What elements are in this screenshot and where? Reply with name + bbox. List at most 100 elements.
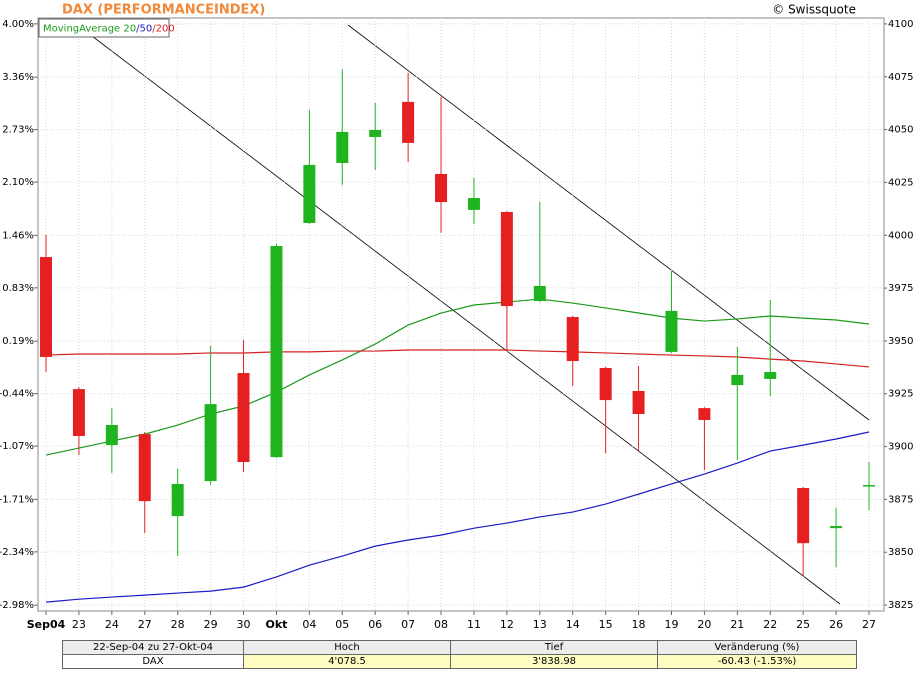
candle-body bbox=[336, 131, 349, 163]
candle-body bbox=[830, 526, 843, 529]
x-tick-label: 04 bbox=[302, 618, 316, 631]
y-tick-label: 0.19% bbox=[2, 336, 34, 347]
candle-body bbox=[435, 173, 448, 203]
x-tick-label: 27 bbox=[138, 618, 152, 631]
legend-entry: 20 bbox=[123, 24, 136, 35]
y2-tick-label: 3875 bbox=[888, 494, 913, 505]
candle-body bbox=[599, 367, 612, 401]
header-cell: Hoch bbox=[243, 640, 451, 655]
summary-table: 22-Sep-04 zu 27-Okt-04 Hoch Tief Verände… bbox=[62, 640, 857, 669]
y2-tick-label: 3900 bbox=[888, 442, 913, 453]
x-tick-label: 13 bbox=[533, 618, 547, 631]
x-tick-label: 27 bbox=[862, 618, 876, 631]
candle-body bbox=[72, 389, 85, 437]
x-tick-label: Sep04 bbox=[27, 618, 66, 631]
header-cell: 22-Sep-04 zu 27-Okt-04 bbox=[62, 640, 244, 655]
moving-average-line bbox=[45, 431, 870, 603]
legend-prefix: MovingAverage bbox=[43, 24, 120, 35]
legend-box bbox=[38, 18, 170, 38]
y-tick-label: -1.07% bbox=[0, 441, 34, 452]
x-tick-label: 28 bbox=[171, 618, 185, 631]
y-tick-label: 0.83% bbox=[2, 283, 34, 294]
candle-body bbox=[105, 425, 118, 446]
chart: DAX (PERFORMANCEINDEX) © Swissquote 4.00… bbox=[0, 3, 913, 632]
y-tick-label: -1.71% bbox=[0, 494, 34, 505]
candle-body bbox=[665, 310, 678, 352]
x-tick-label: 26 bbox=[829, 618, 843, 631]
y2-tick-label: 3925 bbox=[888, 389, 913, 400]
y2-tick-label: 3850 bbox=[888, 547, 913, 558]
x-tick-label: 18 bbox=[632, 618, 646, 631]
value-cell: 4'078.5 bbox=[243, 654, 451, 669]
candle-body bbox=[204, 404, 217, 482]
x-tick-label: 19 bbox=[664, 618, 678, 631]
value-cell: 3'838.98 bbox=[450, 654, 658, 669]
candle-body bbox=[40, 257, 52, 357]
row-label: DAX bbox=[62, 654, 244, 669]
candle-body bbox=[731, 374, 744, 386]
y-tick-label: 3.36% bbox=[2, 72, 34, 83]
y-tick-label: 2.73% bbox=[2, 125, 34, 136]
y2-tick-label: 4025 bbox=[888, 177, 913, 188]
x-tick-label: 29 bbox=[204, 618, 218, 631]
y2-tick-label: 4075 bbox=[888, 72, 913, 83]
candle-body bbox=[237, 373, 250, 463]
x-tick-label: 21 bbox=[730, 618, 744, 631]
legend-entry: /50 bbox=[136, 24, 152, 35]
candle-body bbox=[863, 485, 875, 487]
x-tick-label: 11 bbox=[467, 618, 481, 631]
header-cell: Tief bbox=[450, 640, 658, 655]
x-tick-label: 30 bbox=[237, 618, 251, 631]
legend-label: MovingAverage 20/50/200 bbox=[43, 24, 175, 35]
x-tick-label: 08 bbox=[434, 618, 448, 631]
plot-frame bbox=[37, 17, 885, 612]
candle-body bbox=[566, 317, 579, 361]
candle-body bbox=[467, 198, 480, 210]
x-tick-label: 05 bbox=[335, 618, 349, 631]
x-tick-label: 12 bbox=[500, 618, 514, 631]
y-tick-label: 4.00% bbox=[2, 19, 34, 30]
candle-body bbox=[270, 246, 283, 458]
candle-body bbox=[533, 285, 546, 301]
legend-entry: /200 bbox=[152, 24, 174, 35]
candle-body bbox=[303, 164, 316, 223]
y-tick-label: -2.98% bbox=[0, 600, 34, 611]
header-row: 22-Sep-04 zu 27-Okt-04 Hoch Tief Verände… bbox=[62, 640, 857, 655]
candle-body bbox=[698, 408, 711, 420]
candle-body bbox=[764, 371, 777, 379]
y2-tick-label: 3825 bbox=[888, 600, 913, 611]
y2-tick-label: 4000 bbox=[888, 230, 913, 241]
trend-line bbox=[87, 32, 841, 605]
legend: MovingAverage 20/50/200 bbox=[38, 18, 175, 38]
x-tick-label: Okt bbox=[265, 618, 287, 631]
x-tick-label: 20 bbox=[697, 618, 711, 631]
value-cell: -60.43 (-1.53%) bbox=[657, 654, 857, 669]
candle-body bbox=[797, 488, 810, 544]
moving-average-line bbox=[45, 349, 870, 368]
y-tick-label: 1.46% bbox=[2, 230, 34, 241]
credit: © Swissquote bbox=[772, 3, 856, 17]
candle-body bbox=[402, 101, 415, 143]
x-tick-label: 24 bbox=[105, 618, 119, 631]
candle-body bbox=[369, 130, 382, 137]
y-tick-label: -0.44% bbox=[0, 389, 34, 400]
y-tick-label: 2.10% bbox=[2, 177, 34, 188]
y2-tick-label: 3950 bbox=[888, 336, 913, 347]
x-tick-label: 07 bbox=[401, 618, 415, 631]
x-tick-label: 23 bbox=[72, 618, 86, 631]
y-tick-label: -2.34% bbox=[0, 547, 34, 558]
header-cell: Veränderung (%) bbox=[657, 640, 857, 655]
moving-average-line bbox=[45, 298, 870, 456]
candle-body bbox=[171, 483, 184, 517]
chart-title: DAX (PERFORMANCEINDEX) bbox=[62, 3, 265, 18]
candle-body bbox=[500, 212, 513, 307]
candle-body bbox=[138, 434, 151, 502]
y2-tick-label: 4050 bbox=[888, 125, 913, 136]
y2-tick-label: 4100 bbox=[888, 19, 913, 30]
candle-body bbox=[632, 391, 645, 415]
x-tick-label: 06 bbox=[368, 618, 382, 631]
trend-line bbox=[347, 24, 870, 421]
x-tick-label: 15 bbox=[599, 618, 613, 631]
data-row: DAX 4'078.5 3'838.98 -60.43 (-1.53%) bbox=[62, 654, 857, 669]
